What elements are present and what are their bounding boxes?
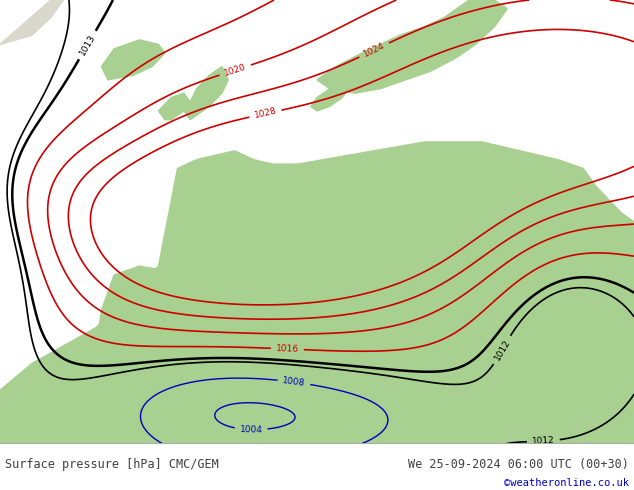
Text: 1020: 1020 [223, 62, 247, 78]
Polygon shape [0, 0, 63, 44]
Polygon shape [317, 213, 349, 288]
Polygon shape [311, 80, 349, 111]
Text: 1013: 1013 [78, 33, 97, 57]
Polygon shape [317, 0, 507, 93]
Text: 1024: 1024 [362, 41, 386, 59]
Text: 1016: 1016 [276, 344, 299, 354]
Polygon shape [0, 390, 634, 443]
Text: 1012: 1012 [493, 338, 512, 362]
Polygon shape [101, 40, 165, 80]
Text: 1008: 1008 [282, 376, 306, 388]
Text: Surface pressure [hPa] CMC/GEM: Surface pressure [hPa] CMC/GEM [5, 458, 219, 471]
Polygon shape [184, 67, 228, 120]
Polygon shape [158, 93, 190, 120]
Text: 1012: 1012 [532, 436, 555, 446]
Polygon shape [95, 266, 203, 390]
Text: We 25-09-2024 06:00 UTC (00+30): We 25-09-2024 06:00 UTC (00+30) [408, 458, 629, 471]
Polygon shape [495, 248, 634, 301]
Text: 1028: 1028 [253, 107, 278, 121]
Polygon shape [431, 240, 495, 301]
Text: 1004: 1004 [240, 425, 262, 435]
Polygon shape [0, 142, 634, 443]
Text: ©weatheronline.co.uk: ©weatheronline.co.uk [504, 478, 629, 488]
